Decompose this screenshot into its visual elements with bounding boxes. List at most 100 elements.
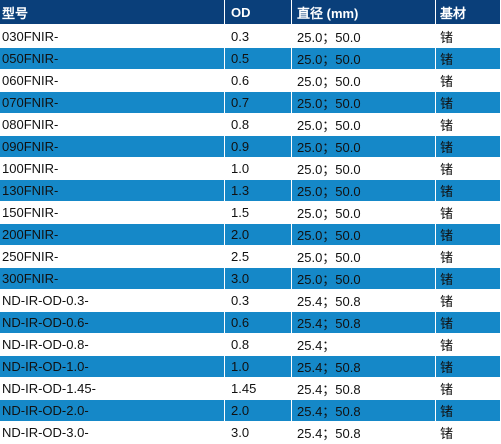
- cell-model: ND-IR-OD-0.6-: [0, 312, 225, 334]
- table-row: 090FNIR- 0.9 25.0；50.0 锗: [0, 136, 501, 158]
- table-row: 130FNIR- 1.3 25.0；50.0 锗: [0, 180, 501, 202]
- cell-substrate: 锗: [436, 158, 501, 180]
- cell-model: 300FNIR-: [0, 268, 225, 290]
- cell-model: ND-IR-OD-3.0-: [0, 422, 225, 444]
- cell-model: 130FNIR-: [0, 180, 225, 202]
- table-row: 200FNIR- 2.0 25.0；50.0 锗: [0, 224, 501, 246]
- cell-model: 200FNIR-: [0, 224, 225, 246]
- cell-diameter: 25.0；50.0: [292, 202, 436, 224]
- cell-model: 060FNIR-: [0, 70, 225, 92]
- cell-substrate: 锗: [436, 202, 501, 224]
- cell-substrate: 锗: [436, 246, 501, 268]
- table-row: 100FNIR- 1.0 25.0；50.0 锗: [0, 158, 501, 180]
- cell-diameter: 25.0；50.0: [292, 246, 436, 268]
- cell-diameter: 25.0；50.0: [292, 92, 436, 114]
- cell-model: 080FNIR-: [0, 114, 225, 136]
- cell-od: 0.6: [225, 70, 292, 92]
- cell-od: 0.3: [225, 26, 292, 48]
- cell-model: ND-IR-OD-1.0-: [0, 356, 225, 378]
- table-row: 080FNIR- 0.8 25.0；50.0 锗: [0, 114, 501, 136]
- cell-diameter: 25.4；50.8: [292, 422, 436, 444]
- cell-diameter: 25.4；50.8: [292, 290, 436, 312]
- cell-diameter: 25.4；50.8: [292, 378, 436, 400]
- cell-od: 1.45: [225, 378, 292, 400]
- cell-model: 070FNIR-: [0, 92, 225, 114]
- header-model: 型号: [0, 0, 225, 26]
- header-diameter: 直径 (mm): [292, 0, 436, 26]
- table-row: 050FNIR- 0.5 25.0；50.0 锗: [0, 48, 501, 70]
- cell-substrate: 锗: [436, 180, 501, 202]
- cell-substrate: 锗: [436, 48, 501, 70]
- cell-substrate: 锗: [436, 70, 501, 92]
- cell-model: 090FNIR-: [0, 136, 225, 158]
- cell-diameter: 25.0；50.0: [292, 70, 436, 92]
- table-row: ND-IR-OD-0.3- 0.3 25.4；50.8 锗: [0, 290, 501, 312]
- cell-od: 0.8: [225, 114, 292, 136]
- cell-diameter: 25.4；50.8: [292, 356, 436, 378]
- cell-od: 2.5: [225, 246, 292, 268]
- cell-substrate: 锗: [436, 422, 501, 444]
- table-row: ND-IR-OD-3.0- 3.0 25.4；50.8 锗: [0, 422, 501, 444]
- cell-model: 030FNIR-: [0, 26, 225, 48]
- cell-substrate: 锗: [436, 400, 501, 422]
- cell-model: ND-IR-OD-1.45-: [0, 378, 225, 400]
- cell-diameter: 25.0；50.0: [292, 48, 436, 70]
- cell-substrate: 锗: [436, 224, 501, 246]
- table-row: 300FNIR- 3.0 25.0；50.0 锗: [0, 268, 501, 290]
- cell-od: 0.3: [225, 290, 292, 312]
- cell-od: 2.0: [225, 400, 292, 422]
- cell-od: 3.0: [225, 422, 292, 444]
- cell-diameter: 25.0；50.0: [292, 158, 436, 180]
- cell-substrate: 锗: [436, 290, 501, 312]
- cell-od: 1.3: [225, 180, 292, 202]
- table-row: 060FNIR- 0.6 25.0；50.0 锗: [0, 70, 501, 92]
- table-row: 150FNIR- 1.5 25.0；50.0 锗: [0, 202, 501, 224]
- cell-diameter: 25.4；50.8: [292, 312, 436, 334]
- cell-od: 1.0: [225, 158, 292, 180]
- cell-substrate: 锗: [436, 92, 501, 114]
- cell-diameter: 25.4；50.8: [292, 400, 436, 422]
- cell-diameter: 25.0；50.0: [292, 136, 436, 158]
- table-row: ND-IR-OD-2.0- 2.0 25.4；50.8 锗: [0, 400, 501, 422]
- header-substrate: 基材: [436, 0, 501, 26]
- table-row: 250FNIR- 2.5 25.0；50.0 锗: [0, 246, 501, 268]
- cell-model: ND-IR-OD-2.0-: [0, 400, 225, 422]
- cell-diameter: 25.0；50.0: [292, 268, 436, 290]
- cell-diameter: 25.0；50.0: [292, 180, 436, 202]
- table-row: 070FNIR- 0.7 25.0；50.0 锗: [0, 92, 501, 114]
- cell-od: 0.6: [225, 312, 292, 334]
- cell-substrate: 锗: [436, 356, 501, 378]
- header-row: 型号 OD 直径 (mm) 基材: [0, 0, 501, 26]
- cell-model: 250FNIR-: [0, 246, 225, 268]
- cell-substrate: 锗: [436, 268, 501, 290]
- cell-od: 2.0: [225, 224, 292, 246]
- cell-model: ND-IR-OD-0.8-: [0, 334, 225, 356]
- table-row: ND-IR-OD-0.8- 0.8 25.4；锗: [0, 334, 501, 356]
- cell-model: 150FNIR-: [0, 202, 225, 224]
- table-row: ND-IR-OD-1.0- 1.0 25.4；50.8 锗: [0, 356, 501, 378]
- cell-substrate: 锗: [436, 114, 501, 136]
- table-row: ND-IR-OD-1.45- 1.45 25.4；50.8 锗: [0, 378, 501, 400]
- cell-od: 1.0: [225, 356, 292, 378]
- table-row: ND-IR-OD-0.6- 0.6 25.4；50.8 锗: [0, 312, 501, 334]
- cell-diameter: 25.0；50.0: [292, 224, 436, 246]
- cell-od: 3.0: [225, 268, 292, 290]
- table-row: 030FNIR- 0.3 25.0；50.0 锗: [0, 26, 501, 48]
- cell-diameter: 25.4；: [292, 334, 436, 356]
- header-od: OD: [225, 0, 292, 26]
- cell-model: ND-IR-OD-0.3-: [0, 290, 225, 312]
- cell-substrate: 锗: [436, 312, 501, 334]
- cell-model: 100FNIR-: [0, 158, 225, 180]
- cell-diameter: 25.0；50.0: [292, 26, 436, 48]
- cell-od: 1.5: [225, 202, 292, 224]
- cell-od: 0.8: [225, 334, 292, 356]
- cell-od: 0.5: [225, 48, 292, 70]
- cell-substrate: 锗: [436, 378, 501, 400]
- cell-substrate: 锗: [436, 26, 501, 48]
- cell-substrate: 锗: [436, 334, 501, 356]
- cell-od: 0.7: [225, 92, 292, 114]
- table-body: 030FNIR- 0.3 25.0；50.0 锗 050FNIR- 0.5 25.0；50.…: [0, 26, 501, 444]
- cell-od: 0.9: [225, 136, 292, 158]
- cell-substrate: 锗: [436, 136, 501, 158]
